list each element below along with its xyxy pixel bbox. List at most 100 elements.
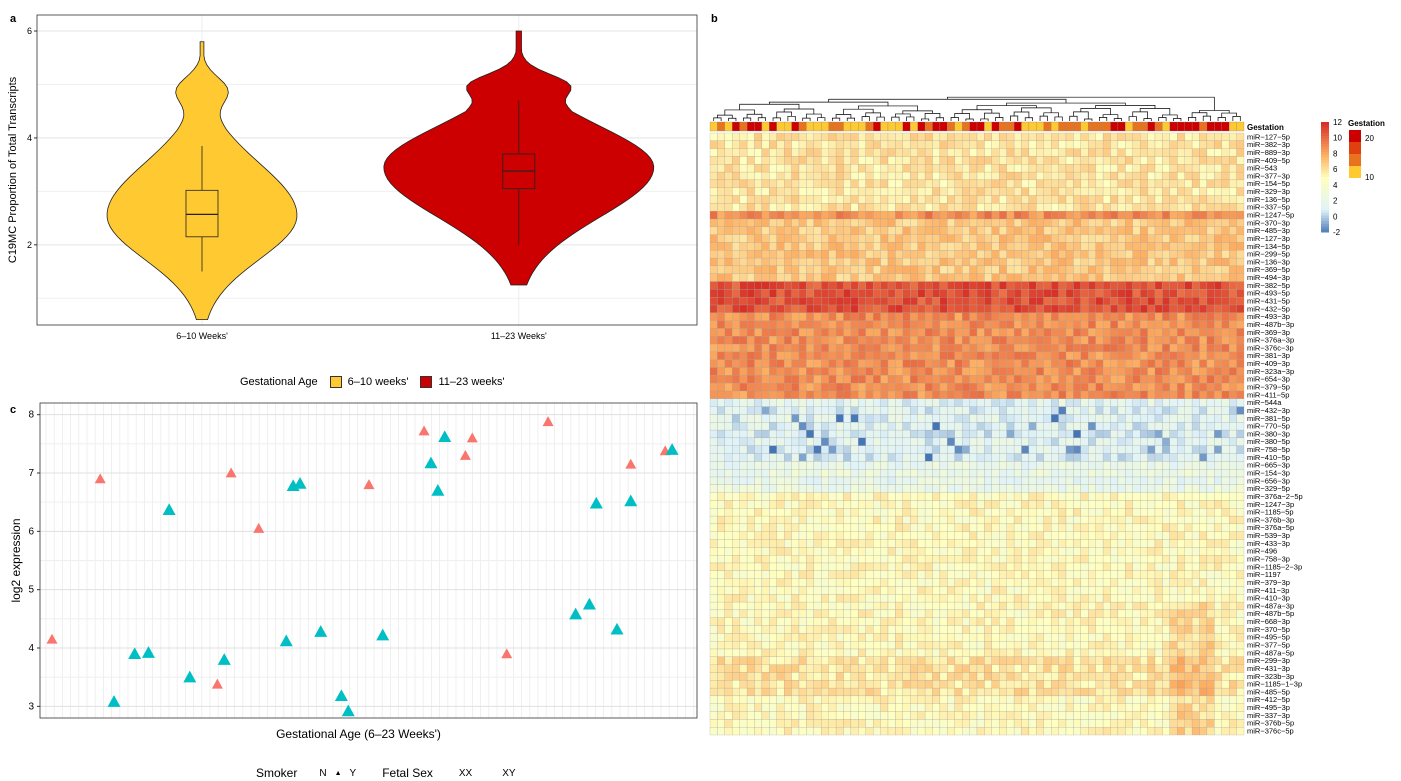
heatmap-cell (1058, 500, 1067, 509)
heatmap-cell (865, 297, 874, 306)
heatmap-cell (910, 343, 918, 353)
heatmap-cell (761, 203, 770, 212)
heatmap-cell (1021, 594, 1030, 603)
heatmap-cell (999, 492, 1007, 501)
heatmap-cell (806, 570, 814, 579)
y-tick-label: 4 (28, 643, 34, 654)
heatmap-cell (1073, 539, 1081, 548)
gestation-cell (1065, 121, 1074, 132)
heatmap-cell (813, 547, 822, 556)
row-label: miR−1197 (1247, 570, 1281, 579)
heatmap-cell (924, 508, 933, 517)
heatmap-cell (880, 156, 889, 165)
heatmap-cell (1095, 429, 1104, 439)
heatmap-cell (843, 625, 852, 634)
heatmap-cell (1102, 414, 1111, 423)
heatmap-cell (1058, 367, 1067, 376)
dendrogram-branch (1191, 112, 1208, 118)
gestation-cell (991, 121, 1000, 132)
heatmap-cell (1110, 500, 1119, 509)
row-label: miR−493−5p (1247, 289, 1290, 298)
heatmap-cell (887, 500, 896, 509)
heatmap-cell (1043, 211, 1052, 220)
heatmap-cell (969, 523, 978, 532)
heatmap-cell (954, 570, 963, 579)
heatmap-cell (761, 469, 770, 478)
heatmap-cell (1229, 203, 1237, 212)
heatmap-cell (754, 351, 763, 360)
heatmap-cell (1162, 601, 1170, 611)
heatmap-cell (1162, 328, 1170, 337)
heatmap-cell (1117, 445, 1126, 454)
heatmap-cell (709, 312, 718, 321)
heatmap-cell (902, 343, 911, 353)
heatmap-cell (724, 586, 733, 595)
heatmap-cell (924, 375, 933, 384)
heatmap-cell (813, 257, 822, 267)
scatter-point (582, 597, 596, 610)
heatmap-cell (1236, 531, 1245, 540)
heatmap-cell (828, 336, 837, 345)
heatmap-cell (1169, 515, 1178, 525)
heatmap-cell (791, 281, 800, 290)
heatmap-cell (910, 422, 918, 431)
heatmap-cell (1199, 375, 1208, 384)
heatmap-cell (1236, 359, 1245, 368)
heatmap-cell (739, 422, 748, 431)
heatmap-cell (932, 156, 941, 165)
heatmap-cell (1110, 234, 1119, 243)
heatmap-cell (865, 234, 874, 243)
heatmap-cell (1229, 383, 1237, 392)
heatmap-cell (895, 422, 903, 431)
heatmap-cell (917, 281, 926, 290)
heatmap-cell (910, 437, 918, 446)
heatmap-cell (1110, 367, 1119, 376)
heatmap-cell (873, 140, 881, 149)
heatmap-cell (917, 492, 926, 501)
heatmap-cell (1177, 148, 1185, 157)
heatmap-cell (976, 570, 985, 579)
heatmap-cell (991, 304, 1000, 313)
heatmap-cell (1065, 336, 1074, 345)
heatmap-cell (724, 461, 733, 470)
heatmap-cell (902, 367, 911, 376)
heatmap-cell (1184, 265, 1193, 274)
heatmap-cell (1236, 594, 1245, 603)
heatmap-cell (991, 179, 1000, 188)
heatmap-cell (761, 617, 770, 626)
heatmap-cell (954, 289, 963, 298)
heatmap-cell (1154, 164, 1163, 173)
row-label: miR−544a (1247, 398, 1282, 407)
row-label: miR−409−5p (1247, 156, 1290, 165)
heatmap-cell (1058, 414, 1067, 423)
heatmap-cell (991, 523, 1000, 532)
heatmap-cell (1199, 179, 1208, 188)
heatmap-cell (887, 617, 896, 626)
heatmap-cell (1021, 304, 1030, 313)
heatmap-cell (1110, 492, 1119, 501)
heatmap-cell (1021, 578, 1030, 587)
heatmap-cell (1199, 547, 1208, 556)
heatmap-cell (784, 273, 792, 282)
heatmap-cell (1088, 195, 1096, 204)
heatmap-cell (902, 547, 911, 556)
dendrogram-branch (713, 117, 722, 121)
heatmap-cell (1102, 383, 1111, 392)
heatmap-cell (858, 515, 866, 525)
heatmap-cell (991, 234, 1000, 243)
heatmap-cell (1028, 351, 1037, 360)
heatmap-cell (709, 500, 718, 509)
heatmap-cell (1095, 508, 1104, 517)
heatmap-cell (1013, 531, 1022, 540)
heatmap-cell (709, 320, 718, 329)
heatmap-cell (932, 515, 941, 525)
heatmap-cell (843, 312, 852, 321)
heatmap-cell (850, 218, 859, 227)
heatmap-cell (1051, 445, 1059, 454)
heatmap-cell (1191, 547, 1200, 556)
heatmap-cell (1125, 304, 1133, 313)
heatmap-cell (939, 500, 948, 509)
heatmap-cell (1117, 304, 1126, 313)
heatmap-cell (1102, 586, 1111, 595)
gestation-cell (784, 121, 792, 132)
